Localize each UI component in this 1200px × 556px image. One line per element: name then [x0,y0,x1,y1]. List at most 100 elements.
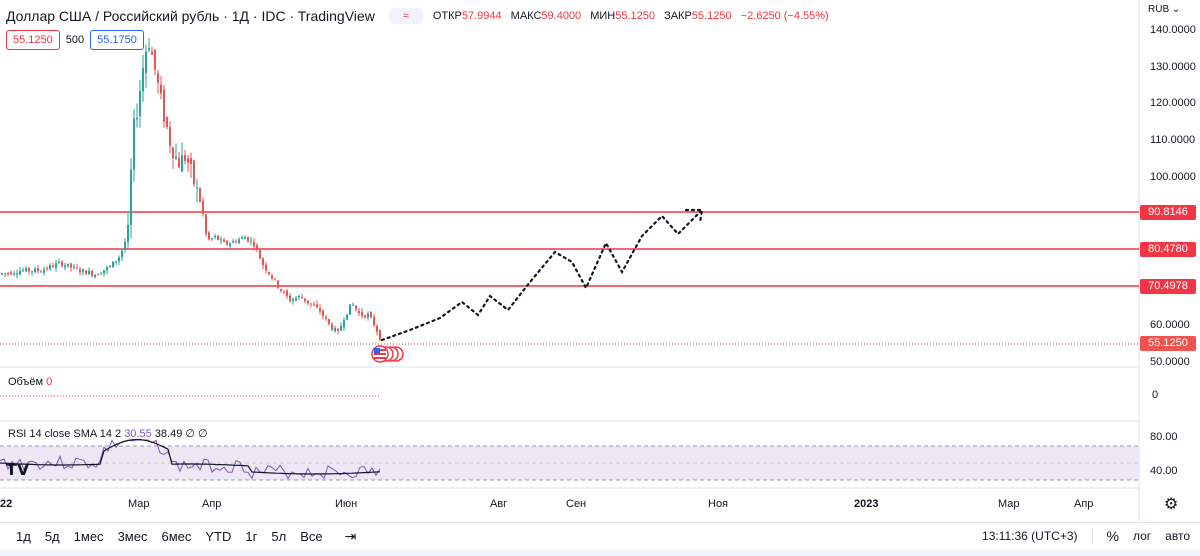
range-button-5y[interactable]: 5л [271,529,287,544]
time-axis-label: Авг [490,498,508,510]
candle-body [52,265,54,268]
candle-body [88,271,90,275]
currency-selector[interactable]: RUB ⌄ [1148,4,1180,15]
percent-scale-toggle[interactable]: % [1106,528,1119,544]
candle-body [205,214,207,234]
candle-body [124,241,126,251]
candle-body [19,270,21,275]
candle-body [208,232,210,240]
level-tag-1: 90.8146 [1140,205,1196,220]
candle-body [151,51,153,55]
candle-body [319,308,321,312]
ohlc-values: ОТКР57.9944 МАКС59.4000 МИН55.1250 ЗАКР5… [433,10,835,22]
candle-body [199,188,201,203]
candle-body [79,269,81,273]
candle-body [307,300,309,304]
candle-body [130,169,132,225]
range-button-ytd[interactable]: YTD [205,529,232,544]
time-axis-label: Мар [998,498,1020,510]
time-axis-label: Апр [1074,498,1094,510]
candle-body [133,118,135,170]
candle-body [235,241,237,243]
range-button-1d[interactable]: 1д [16,529,31,544]
currency-flag-icon[interactable] [371,345,404,363]
candle-body [163,89,165,122]
ohlc-low-key: МИН [590,10,616,22]
auto-scale-toggle[interactable]: авто [1165,529,1190,543]
candle-body [229,243,231,247]
forecast-drawing[interactable] [380,210,702,342]
candle-body [139,91,141,117]
ohlc-close-value: 55.1250 [691,10,732,22]
clock-timezone[interactable]: 13:11:36 (UTC+3) [982,529,1078,543]
candle-body [106,267,108,271]
candle-body [91,271,93,276]
rsi-label: RSI 14 close SMA 14 2 [8,428,122,440]
candle-body [202,200,204,214]
candle-body [103,270,105,274]
range-button-1y[interactable]: 1г [245,529,258,544]
candle-body [64,265,66,268]
candle-body [265,264,267,271]
range-button-1m[interactable]: 1мес [73,529,104,544]
rsi-axis-label: 40.00 [1150,465,1178,477]
candle-body [238,239,240,244]
buy-price-button[interactable]: 55.1750 [90,30,144,50]
candle-body [271,275,273,279]
candle-body [97,274,99,276]
symbol-title[interactable]: Доллар США / Российский рубль · 1Д · IDC… [6,8,375,24]
time-axis-label: Июн [335,498,358,510]
tradingview-logo-icon[interactable]: 𝗧𝗩 [6,462,30,479]
candle-body [244,237,246,240]
candle-body [1,273,3,275]
candle-body [379,330,381,340]
range-button-3m[interactable]: 3мес [117,529,148,544]
candle-body [46,268,48,270]
price-axis-label: 110.0000 [1150,134,1196,146]
ohlc-open-value: 57.9944 [461,10,502,22]
legend-toggle-icon[interactable]: ≈ [388,8,423,24]
rsi-legend[interactable]: RSI 14 close SMA 14 2 30.55 38.49 ∅ ∅ [8,427,208,440]
candle-body [250,240,252,242]
candle-body [283,291,285,293]
candle-body [304,298,306,302]
candle-body [313,304,315,306]
candle-body [154,49,156,70]
toolbar-separator [1091,528,1093,544]
candle-body [214,235,216,238]
log-scale-toggle[interactable]: лог [1132,529,1152,543]
candle-body [301,297,303,299]
trade-quantity[interactable]: 500 [65,34,85,46]
level-tag-3: 70.4978 [1140,279,1196,294]
range-button-all[interactable]: Все [300,529,323,544]
candle-body [10,272,12,275]
volume-legend[interactable]: Объём 0 [8,376,52,388]
price-axis-label: 120.0000 [1150,97,1196,109]
price-axis-label: 100.0000 [1150,171,1196,183]
candle-body [274,278,276,280]
candle-body [298,295,300,298]
candle-body [82,269,84,272]
last-price-tag: 55.1250 [1140,336,1196,351]
candle-body [358,310,360,314]
rsi-value: 30.55 [124,428,152,440]
forecast-arrowhead [684,208,704,224]
bottom-right-controls: 13:11:36 (UTC+3) % лог авто [982,528,1190,544]
candle-body [175,156,177,159]
candle-body [169,127,171,146]
range-button-6m[interactable]: 6мес [161,529,192,544]
candle-body [280,289,282,292]
candle-body [373,317,375,326]
candle-body [58,261,60,263]
volume-axis-zero: 0 [1152,389,1159,401]
range-button-5d[interactable]: 5д [44,529,60,544]
calendar-range-icon[interactable]: ⇥ [344,528,357,544]
ohlc-close-key: ЗАКР [664,10,692,22]
level-tag-2: 80.4780 [1140,242,1196,257]
sell-price-button[interactable]: 55.1250 [6,30,60,50]
gear-icon[interactable]: ⚙ [1164,496,1179,513]
time-axis-label: 2023 [854,498,879,510]
price-axis-label: 130.0000 [1150,61,1196,73]
bottom-strip [0,550,1200,556]
